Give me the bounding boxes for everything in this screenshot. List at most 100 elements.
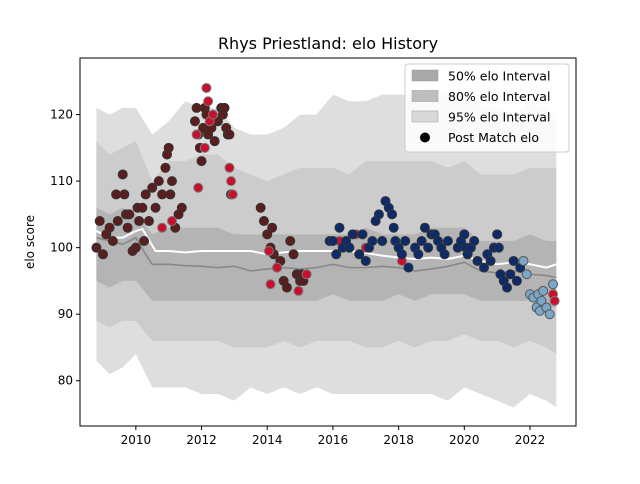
x-tick-label: 2014 bbox=[252, 433, 283, 447]
data-point bbox=[536, 295, 547, 306]
chart-title: Rhys Priestland: elo History bbox=[218, 34, 438, 53]
data-point bbox=[191, 129, 202, 140]
data-point bbox=[166, 216, 177, 227]
data-point bbox=[224, 129, 235, 140]
data-point bbox=[511, 275, 522, 286]
data-point bbox=[357, 229, 368, 240]
data-point bbox=[111, 189, 122, 200]
data-point bbox=[360, 255, 371, 266]
data-point bbox=[502, 282, 513, 293]
legend-swatch bbox=[411, 90, 439, 102]
data-point bbox=[119, 189, 130, 200]
data-point bbox=[538, 285, 549, 296]
data-point bbox=[548, 279, 559, 290]
data-point bbox=[493, 242, 504, 253]
data-point bbox=[199, 142, 210, 153]
data-point bbox=[157, 222, 168, 233]
data-point bbox=[219, 102, 230, 113]
x-tick-label: 2012 bbox=[186, 433, 217, 447]
legend-swatch bbox=[411, 69, 439, 82]
data-point bbox=[163, 142, 174, 153]
data-point bbox=[143, 216, 154, 227]
data-point bbox=[518, 255, 529, 266]
x-tick-label: 2022 bbox=[515, 433, 546, 447]
data-point bbox=[91, 242, 102, 253]
data-point bbox=[258, 216, 269, 227]
data-point bbox=[255, 202, 266, 213]
legend-label: 50% elo Interval bbox=[448, 69, 550, 84]
data-point bbox=[423, 242, 434, 253]
data-point bbox=[479, 262, 490, 273]
data-point bbox=[377, 236, 388, 247]
data-point bbox=[94, 216, 105, 227]
data-point bbox=[439, 249, 450, 260]
x-tick-label: 2010 bbox=[121, 433, 152, 447]
data-point bbox=[459, 229, 470, 240]
data-point bbox=[191, 102, 202, 113]
data-point bbox=[124, 209, 135, 220]
data-point bbox=[505, 269, 516, 280]
data-point bbox=[112, 216, 123, 227]
legend-swatch bbox=[411, 110, 439, 123]
legend: 50% elo Interval 80% elo Interval 95% elo … bbox=[404, 63, 570, 153]
data-point bbox=[227, 189, 238, 200]
data-point bbox=[416, 236, 427, 247]
data-point bbox=[193, 182, 204, 193]
data-point bbox=[147, 182, 158, 193]
data-point bbox=[157, 189, 168, 200]
y-tick-label: 80 bbox=[58, 374, 73, 388]
legend-marker bbox=[420, 132, 430, 143]
y-axis-label: elo score bbox=[23, 215, 37, 269]
data-point bbox=[196, 156, 207, 167]
y-tick-label: 120 bbox=[50, 108, 73, 122]
data-point bbox=[122, 222, 133, 233]
data-point bbox=[419, 222, 430, 233]
y-tick-label: 100 bbox=[50, 241, 73, 255]
data-point bbox=[166, 176, 177, 187]
data-point bbox=[263, 245, 274, 256]
data-point bbox=[160, 162, 171, 173]
data-point bbox=[265, 279, 276, 290]
data-point bbox=[262, 229, 273, 240]
x-axis: 2010 2012 2014 2016 2018 2020 2022 bbox=[121, 426, 546, 447]
data-point bbox=[281, 282, 292, 293]
data-point bbox=[153, 176, 164, 187]
data-point bbox=[301, 269, 312, 280]
data-point bbox=[224, 162, 235, 173]
data-point bbox=[140, 189, 151, 200]
data-point bbox=[226, 176, 237, 187]
data-point bbox=[107, 236, 118, 247]
axes-frame bbox=[79, 57, 577, 427]
data-point bbox=[549, 295, 560, 306]
data-point bbox=[544, 309, 555, 320]
data-point bbox=[189, 116, 200, 127]
data-point bbox=[373, 209, 384, 220]
data-point bbox=[285, 236, 296, 247]
data-point bbox=[485, 255, 496, 266]
data-point bbox=[293, 285, 304, 296]
data-point bbox=[387, 209, 398, 220]
data-point bbox=[267, 222, 278, 233]
data-point bbox=[165, 189, 176, 200]
data-point bbox=[117, 169, 128, 180]
data-point bbox=[400, 236, 411, 247]
y-tick-label: 90 bbox=[58, 307, 73, 321]
data-point bbox=[492, 229, 503, 240]
legend-label: 95% elo Interval bbox=[448, 110, 550, 125]
data-point bbox=[354, 249, 365, 260]
legend-label: Post Match elo bbox=[448, 130, 539, 145]
x-tick-label: 2018 bbox=[383, 433, 414, 447]
data-point bbox=[347, 229, 358, 240]
plot-area bbox=[91, 82, 560, 408]
data-point bbox=[201, 82, 212, 93]
data-point bbox=[396, 249, 407, 260]
data-point bbox=[334, 222, 345, 233]
data-point bbox=[208, 109, 219, 120]
data-point bbox=[272, 262, 283, 273]
data-point bbox=[521, 269, 532, 280]
legend-box bbox=[404, 63, 570, 153]
post-match-points bbox=[91, 82, 560, 320]
data-point bbox=[327, 236, 338, 247]
